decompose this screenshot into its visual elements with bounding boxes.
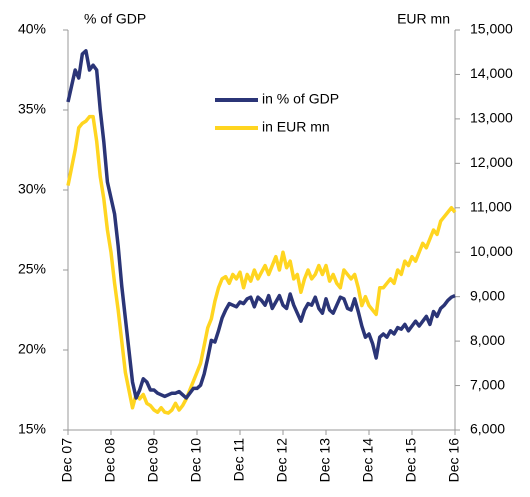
y2-tick-label: 15,000 [470, 21, 513, 37]
x-tick-label: Dec 09 [145, 438, 161, 483]
y2-axis-label: EUR mn [397, 11, 450, 27]
x-tick-label: Dec 15 [403, 438, 419, 483]
y2-tick-label: 11,000 [470, 198, 512, 214]
y2-tick-label: 9,000 [470, 287, 505, 303]
series-line [66, 114, 457, 415]
x-tick-label: Dec 07 [59, 438, 75, 483]
y2-tick-label: 13,000 [470, 110, 513, 126]
x-tick-label: Dec 08 [102, 438, 118, 483]
legend-label: in EUR mn [262, 119, 330, 135]
x-tick-label: Dec 11 [231, 438, 247, 482]
x-tick-label: Dec 13 [317, 438, 333, 483]
y-tick-label: 15% [18, 421, 46, 437]
y2-tick-label: 8,000 [470, 332, 505, 348]
x-tick-label: Dec 12 [274, 438, 290, 483]
y-tick-label: 25% [18, 261, 46, 277]
x-tick-label: Dec 10 [188, 438, 204, 483]
y-tick-label: 35% [18, 101, 46, 117]
legend-label: in % of GDP [262, 91, 339, 107]
y2-tick-label: 12,000 [470, 154, 513, 170]
y-tick-label: 20% [18, 341, 46, 357]
y-tick-label: 30% [18, 181, 46, 197]
y-axis-label: % of GDP [84, 11, 146, 27]
x-tick-label: Dec 16 [446, 438, 462, 483]
y-tick-label: 40% [18, 21, 46, 37]
y2-tick-label: 14,000 [470, 65, 513, 81]
y2-tick-label: 10,000 [470, 243, 513, 259]
series-line [66, 49, 456, 400]
x-tick-label: Dec 14 [360, 438, 376, 483]
y2-tick-label: 6,000 [470, 421, 505, 437]
y2-tick-label: 7,000 [470, 376, 505, 392]
